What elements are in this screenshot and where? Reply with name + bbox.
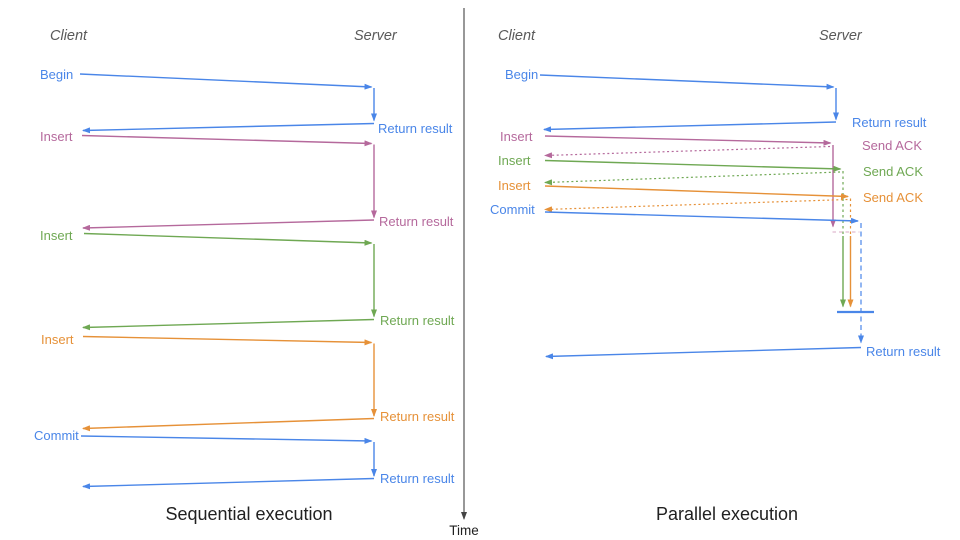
par-begin-request-line — [539, 74, 835, 90]
seq-title: Sequential execution — [165, 504, 332, 524]
par-insert2-request-line — [544, 159, 842, 172]
seq-commit-return-label: Return result — [380, 471, 455, 486]
seq-insert2-return-line — [82, 318, 375, 331]
seq-insert1-request-line — [81, 134, 373, 147]
seq-insert2-request-line — [83, 232, 373, 246]
seq-begin-label: Begin — [40, 67, 73, 82]
seq-commit-request-line — [80, 435, 373, 444]
par-insert3-label: Insert — [498, 178, 531, 193]
seq-insert3-request-line — [82, 335, 373, 346]
seq-commit-return-line — [82, 477, 375, 490]
par-commit-label: Commit — [490, 202, 535, 217]
par-server-header: Server — [819, 28, 863, 44]
seq-insert3-return-label: Return result — [380, 409, 455, 424]
par-begin-label: Begin — [505, 67, 538, 82]
seq-insert1-return-line — [82, 219, 375, 231]
seq-begin-return-line — [82, 122, 375, 134]
par-begin-return-label: Return result — [852, 115, 927, 130]
par-insert1-ack-return-line — [544, 145, 831, 159]
par-commit-request-line — [544, 211, 859, 224]
seq-server-header: Server — [354, 28, 398, 44]
par-title: Parallel execution — [656, 504, 798, 524]
seq-insert3-return-line — [82, 417, 375, 432]
seq-insert3-label: Insert — [41, 332, 74, 347]
seq-insert1-return-label: Return result — [379, 214, 454, 229]
par-begin-return-line — [543, 121, 837, 133]
time-axis-label: Time — [449, 523, 479, 538]
par-insert3-request-line — [544, 185, 849, 200]
seq-client-header: Client — [50, 28, 88, 44]
seq-commit-label: Commit — [34, 428, 79, 443]
seq-begin-return-label: Return result — [378, 121, 453, 136]
seq-insert1-label: Insert — [40, 129, 73, 144]
par-insert2-ack-label: Send ACK — [863, 164, 923, 179]
par-insert1-label: Insert — [500, 129, 533, 144]
par-insert1-ack-label: Send ACK — [862, 138, 922, 153]
par-insert2-ack-return-line — [544, 171, 841, 186]
seq-insert2-return-label: Return result — [380, 313, 455, 328]
par-insert3-ack-label: Send ACK — [863, 190, 923, 205]
par-client-header: Client — [498, 28, 536, 44]
par-insert3-ack-return-line — [544, 198, 848, 213]
par-commit-return-line — [545, 346, 862, 360]
par-insert2-label: Insert — [498, 153, 531, 168]
par-insert1-request-line — [544, 135, 832, 146]
seq-insert2-label: Insert — [40, 228, 73, 243]
par-commit-return-label: Return result — [866, 344, 941, 359]
seq-begin-request-line — [79, 73, 373, 90]
